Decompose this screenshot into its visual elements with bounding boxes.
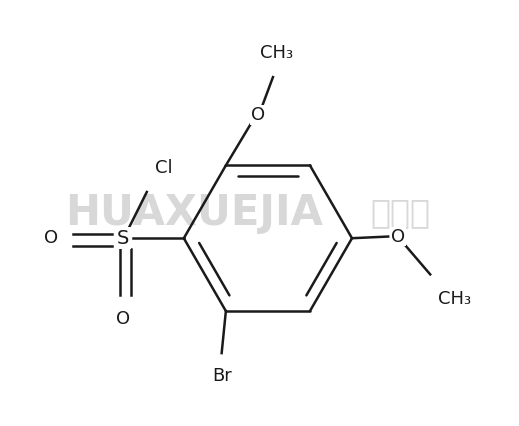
Text: HUAXUEJIA: HUAXUEJIA (65, 192, 323, 234)
Text: S: S (117, 229, 129, 248)
Text: O: O (45, 229, 59, 247)
Text: CH₃: CH₃ (438, 290, 471, 308)
Text: Cl: Cl (155, 159, 173, 177)
Text: CH₃: CH₃ (260, 44, 293, 62)
Text: Br: Br (212, 367, 231, 386)
Text: O: O (116, 310, 130, 328)
Text: O: O (251, 106, 265, 124)
Text: O: O (391, 227, 405, 245)
Text: 化学加: 化学加 (371, 196, 431, 230)
